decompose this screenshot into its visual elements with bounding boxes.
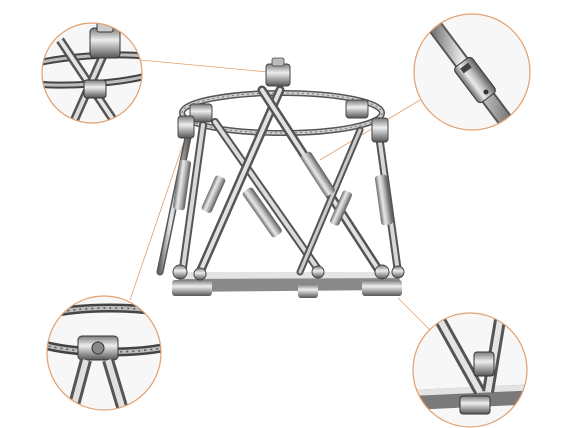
base-plate: [172, 272, 402, 298]
callout-bottom-left-ring-hinge: [46, 295, 162, 411]
callout-bottom-right-base-clamp: [412, 312, 528, 428]
callout-top-left-ring-clamp: [41, 22, 143, 124]
top-ring-clamps: [177, 57, 389, 143]
bottom-joints: [172, 264, 405, 281]
callout-leader-lines: [129, 59, 431, 331]
fixator-frame: [156, 57, 405, 298]
callout-top-right-strut-joint: [413, 13, 531, 131]
strut-barrels: [172, 151, 394, 238]
